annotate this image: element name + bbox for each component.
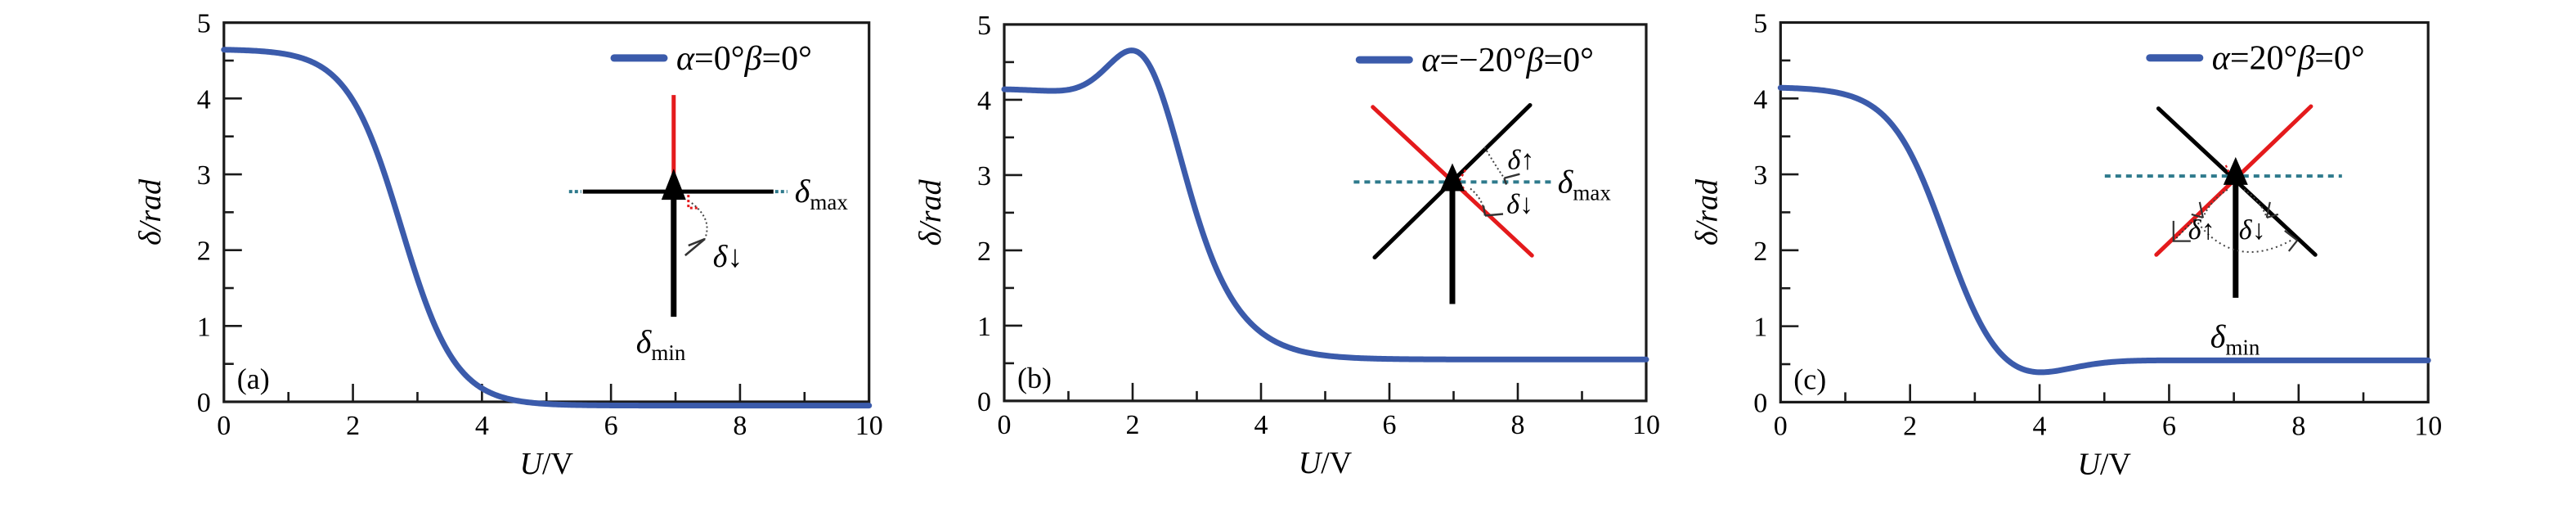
svg-text:(c): (c) [1793,363,1826,395]
svg-text:1: 1 [1753,313,1767,343]
svg-text:4: 4 [1254,410,1268,440]
svg-text:8: 8 [733,411,747,441]
svg-text:6: 6 [604,411,618,441]
svg-text:3: 3 [197,160,211,191]
svg-text:δ↑: δ↑ [2188,215,2215,245]
svg-text:U/V: U/V [520,447,574,481]
svg-text:8: 8 [1511,410,1525,440]
svg-text:4: 4 [1753,84,1767,115]
svg-text:2: 2 [1753,236,1767,267]
svg-text:6: 6 [1383,410,1397,440]
svg-text:0: 0 [1774,411,1788,441]
svg-text:1: 1 [197,312,211,342]
svg-text:3: 3 [1753,160,1767,191]
svg-text:U/V: U/V [2078,447,2132,481]
svg-text:(a): (a) [237,363,270,395]
svg-text:δ↓: δ↓ [2239,215,2266,245]
svg-text:5: 5 [1753,9,1767,39]
svg-text:(b): (b) [1017,362,1052,394]
svg-text:δ/rad: δ/rad [133,178,168,245]
svg-text:5: 5 [977,11,991,41]
svg-text:6: 6 [2162,411,2176,441]
svg-text:2: 2 [977,236,991,267]
svg-text:0: 0 [197,388,211,418]
svg-text:δ/rad: δ/rad [1690,178,1724,245]
svg-text:10: 10 [1632,410,1660,440]
svg-text:δ↓: δ↓ [713,240,743,274]
svg-text:10: 10 [2414,411,2442,441]
svg-text:3: 3 [977,161,991,191]
svg-text:8: 8 [2291,411,2305,441]
svg-text:α=−20°β=0°: α=−20°β=0° [1421,42,1594,79]
svg-text:2: 2 [1903,411,1917,441]
svg-text:0: 0 [998,410,1012,440]
svg-text:α=20°β=0°: α=20°β=0° [2212,40,2365,78]
svg-text:10: 10 [855,411,883,441]
svg-text:2: 2 [197,236,211,267]
svg-text:4: 4 [977,86,991,116]
svg-text:1: 1 [977,312,991,342]
svg-text:4: 4 [475,411,489,441]
svg-text:4: 4 [2033,411,2047,441]
svg-text:0: 0 [1753,388,1767,418]
svg-text:α=0°β=0°: α=0°β=0° [676,40,812,78]
svg-text:δ↓: δ↓ [1506,190,1533,220]
svg-text:δ↑: δ↑ [1508,146,1535,176]
svg-text:5: 5 [197,9,211,39]
svg-text:2: 2 [346,411,360,441]
svg-text:δ/rad: δ/rad [913,178,948,245]
svg-text:0: 0 [217,411,231,441]
svg-text:2: 2 [1126,410,1140,440]
svg-text:4: 4 [197,84,211,115]
svg-text:U/V: U/V [1299,446,1353,480]
svg-text:0: 0 [977,387,991,417]
